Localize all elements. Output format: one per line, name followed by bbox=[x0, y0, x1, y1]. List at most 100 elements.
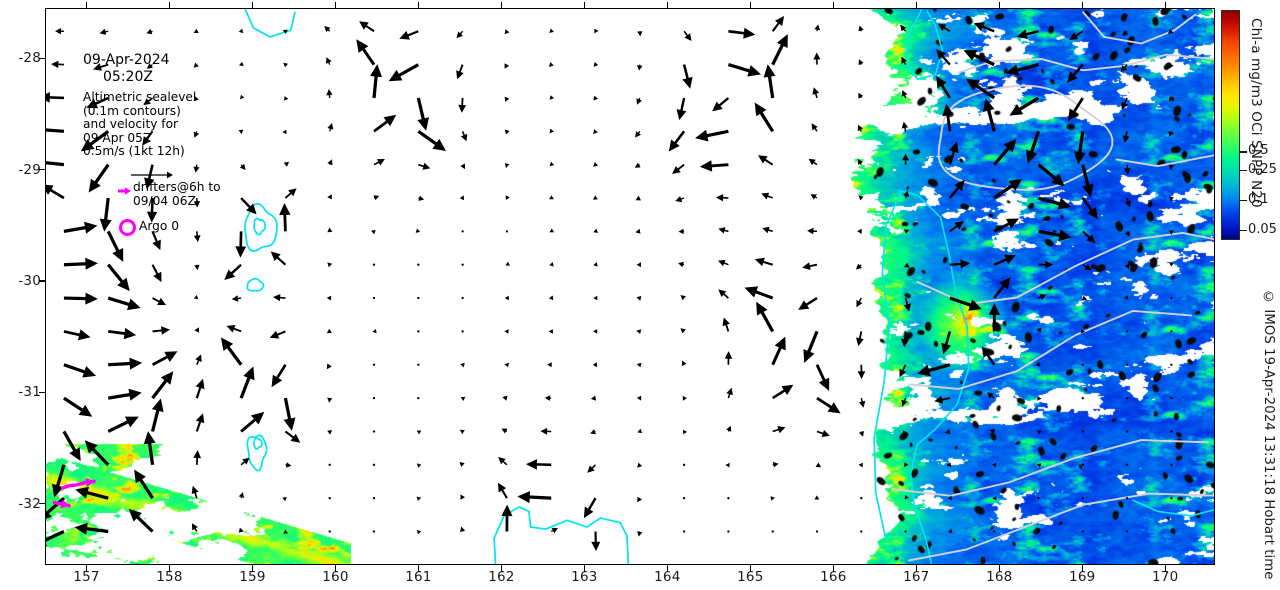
velocity-arrow bbox=[108, 327, 137, 340]
velocity-arrow bbox=[107, 416, 139, 433]
velocity-arrow bbox=[372, 430, 376, 433]
velocity-arrow bbox=[194, 264, 200, 271]
velocity-arrow bbox=[461, 230, 464, 233]
y-tick-neg28: -28 bbox=[18, 50, 41, 67]
velocity-arrow bbox=[456, 30, 464, 39]
velocity-arrow bbox=[675, 196, 685, 203]
velocity-arrow bbox=[239, 366, 255, 399]
velocity-arrow bbox=[988, 303, 1001, 332]
velocity-arrow bbox=[399, 30, 419, 40]
velocity-arrow bbox=[816, 396, 841, 414]
velocity-arrow bbox=[637, 31, 643, 37]
x-tick-mark bbox=[417, 565, 420, 572]
velocity-arrow bbox=[1038, 294, 1047, 300]
velocity-arrow bbox=[52, 464, 66, 498]
velocity-arrow bbox=[326, 57, 332, 65]
x-tick-mark bbox=[168, 565, 171, 572]
velocity-arrow bbox=[107, 296, 141, 311]
velocity-arrow bbox=[1169, 262, 1174, 267]
velocity-arrow bbox=[326, 89, 333, 99]
drifter-legend-marker-icon bbox=[118, 187, 131, 195]
velocity-arrow bbox=[904, 462, 909, 467]
velocity-arrow bbox=[857, 364, 866, 379]
velocity-arrow bbox=[150, 398, 164, 432]
velocity-arrow bbox=[106, 263, 130, 292]
chlorophyll-raster-layer bbox=[46, 9, 1214, 564]
velocity-arrow bbox=[238, 492, 245, 499]
x-tick-mark bbox=[583, 565, 586, 572]
velocity-arrow bbox=[678, 228, 685, 235]
velocity-arrow bbox=[152, 326, 170, 335]
velocity-arrow bbox=[771, 34, 788, 66]
velocity-arrow bbox=[459, 429, 465, 435]
velocity-arrow bbox=[63, 292, 98, 305]
velocity-arrow bbox=[762, 226, 773, 234]
velocity-arrow bbox=[238, 527, 244, 533]
velocity-arrow bbox=[902, 153, 909, 165]
velocity-arrow bbox=[143, 97, 154, 106]
velocity-arrow bbox=[682, 64, 693, 89]
velocity-arrow bbox=[949, 221, 964, 233]
velocity-arrow bbox=[151, 371, 174, 400]
velocity-arrow bbox=[549, 262, 554, 267]
velocity-arrow bbox=[549, 161, 555, 167]
velocity-arrow bbox=[1168, 28, 1174, 34]
velocity-arrow bbox=[855, 263, 862, 270]
velocity-arrow bbox=[901, 90, 908, 99]
y-tick-mark bbox=[39, 391, 46, 393]
velocity-arrow bbox=[814, 495, 820, 500]
velocity-arrow bbox=[1170, 330, 1173, 333]
velocity-arrow bbox=[108, 357, 143, 370]
velocity-arrow bbox=[273, 294, 286, 302]
velocity-arrow bbox=[1037, 530, 1040, 533]
velocity-arrow bbox=[152, 297, 167, 306]
velocity-arrow bbox=[504, 295, 510, 301]
velocity-arrow bbox=[948, 528, 953, 534]
velocity-arrow bbox=[372, 263, 376, 266]
velocity-arrow bbox=[388, 63, 420, 82]
velocity-arrow bbox=[285, 462, 292, 468]
velocity-arrow bbox=[1124, 295, 1129, 300]
velocity-arrow bbox=[593, 129, 598, 135]
velocity-arrow bbox=[282, 29, 288, 34]
velocity-arrow bbox=[63, 329, 91, 341]
velocity-arrow bbox=[815, 364, 830, 391]
velocity-arrow bbox=[637, 496, 642, 503]
velocity-arrow bbox=[635, 130, 641, 138]
velocity-arrow bbox=[727, 497, 730, 500]
velocity-arrow bbox=[283, 397, 296, 431]
velocity-arrow bbox=[63, 396, 93, 417]
velocity-arrow bbox=[987, 392, 995, 399]
velocity-arrow bbox=[460, 526, 466, 532]
velocity-arrow bbox=[857, 124, 864, 132]
velocity-arrow bbox=[634, 162, 641, 168]
x-tick-mark bbox=[832, 565, 834, 572]
velocity-arrow bbox=[904, 530, 907, 533]
x-tick-mark bbox=[85, 565, 88, 572]
velocity-arrow bbox=[993, 254, 1016, 266]
velocity-arrow bbox=[593, 228, 598, 233]
velocity-arrow bbox=[193, 62, 199, 68]
velocity-arrow bbox=[727, 530, 730, 533]
velocity-arrow bbox=[593, 295, 598, 301]
velocity-arrow bbox=[505, 230, 509, 233]
velocity-arrow bbox=[1125, 430, 1129, 433]
velocity-arrow bbox=[502, 395, 508, 401]
velocity-arrow bbox=[327, 227, 333, 233]
velocity-arrow bbox=[771, 16, 785, 32]
velocity-arrow bbox=[813, 52, 821, 65]
velocity-arrow bbox=[901, 56, 907, 65]
velocity-arrow bbox=[501, 504, 513, 532]
velocity-arrow bbox=[678, 261, 685, 268]
velocity-arrow bbox=[128, 508, 154, 533]
velocity-arrow bbox=[1124, 231, 1130, 237]
velocity-arrow bbox=[858, 25, 864, 32]
velocity-arrow bbox=[372, 497, 376, 500]
x-tick-159: 159 bbox=[239, 569, 266, 585]
velocity-arrow bbox=[1081, 396, 1084, 400]
velocity-arrow bbox=[239, 61, 244, 67]
velocity-arrow bbox=[1036, 361, 1041, 367]
velocity-arrow bbox=[899, 364, 907, 378]
velocity-arrow bbox=[1168, 164, 1174, 170]
velocity-arrow bbox=[193, 28, 199, 33]
